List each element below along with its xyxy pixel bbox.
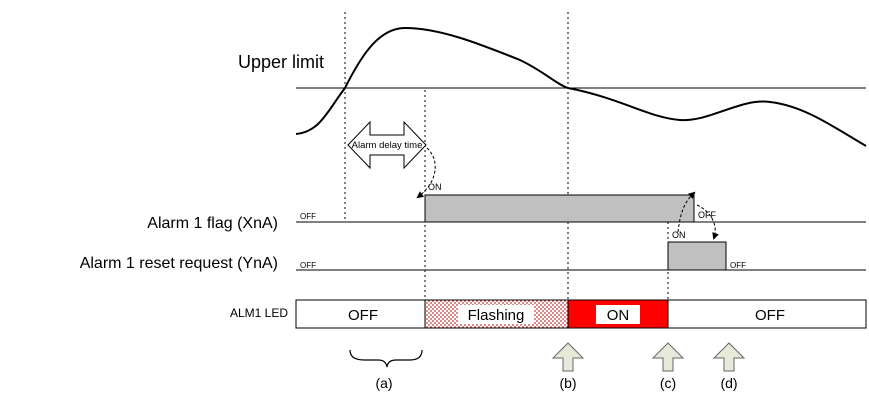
- flag-on-text: ON: [428, 182, 442, 192]
- flag-off-text-2: OFF: [698, 210, 716, 220]
- led-on-text: ON: [607, 307, 630, 324]
- marker-d-arrow: [712, 342, 746, 372]
- led-flashing-text: Flashing: [468, 307, 525, 324]
- flag-off-text-1: OFF: [300, 212, 316, 221]
- marker-c-arrow: [651, 342, 685, 372]
- measured-value-curve: [295, 26, 867, 147]
- led-flashing-label-box: [458, 305, 534, 324]
- alarm-delay-label: Alarm delay time: [352, 140, 423, 151]
- upper-limit-label: Upper limit: [238, 52, 324, 72]
- marker-b-arrow: [551, 342, 585, 372]
- led-off-text-1: OFF: [348, 307, 378, 324]
- marker-b-label: (b): [559, 375, 576, 391]
- reset-on-text: ON: [672, 230, 686, 240]
- marker-c-label: (c): [660, 375, 676, 391]
- reset-off-text-2: OFF: [730, 261, 746, 270]
- flag-on-pulse: [424, 194, 695, 223]
- reset-request-label: Alarm 1 reset request (YnA): [80, 255, 278, 272]
- led-off-text-2: OFF: [755, 307, 785, 324]
- reset-off-text-1: OFF: [300, 261, 316, 270]
- delay-to-flag-arrow: [416, 147, 436, 199]
- reset-on-pulse: [667, 241, 727, 271]
- alarm-delay-arrow: [347, 120, 427, 170]
- led-off-segment-2: [667, 299, 867, 329]
- led-label: ALM1 LED: [230, 306, 288, 320]
- led-on-label-box: [596, 305, 640, 324]
- brace-a: [349, 349, 423, 368]
- led-off-segment-1: [295, 299, 426, 329]
- flag-off-to-reset-arrow: [696, 204, 719, 240]
- alarm-flag-label: Alarm 1 flag (XnA): [147, 215, 278, 232]
- marker-a-label: (a): [375, 375, 392, 391]
- marker-d-label: (d): [720, 375, 737, 391]
